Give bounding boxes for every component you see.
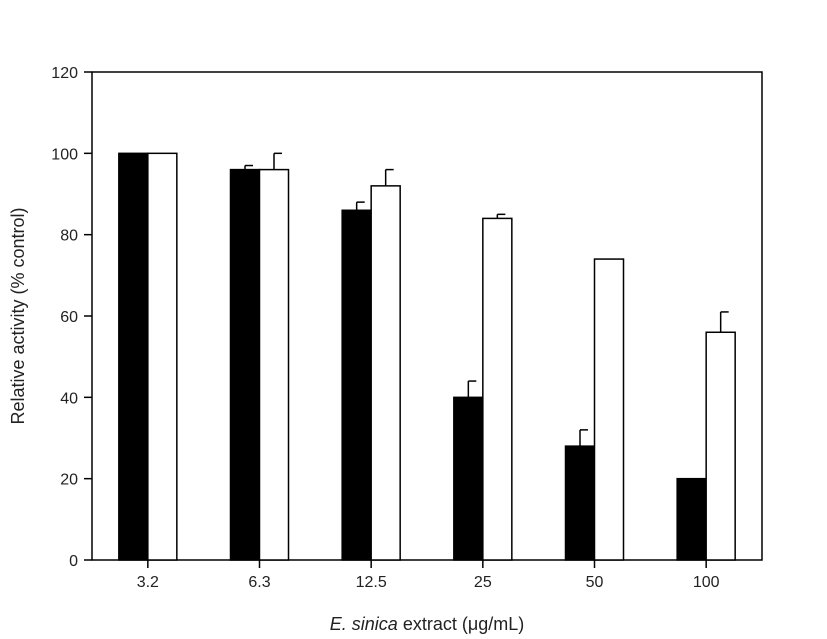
x-tick-label: 6.3 [248, 574, 270, 591]
x-tick-label: 100 [693, 574, 720, 591]
bar-series-1-100 [676, 477, 707, 561]
plot-frame [91, 71, 763, 561]
bar-series-1-12.5 [341, 209, 372, 561]
bar-series-1-50 [564, 445, 596, 561]
y-tick-label: 80 [60, 228, 78, 245]
x-axis-label-italic: E. sinica [330, 614, 398, 634]
y-tick-label: 60 [60, 309, 78, 326]
x-tick-label: 25 [474, 574, 492, 591]
bar-series-2-12.5 [370, 185, 401, 561]
bar-series-1-3.2 [118, 152, 149, 561]
bars [118, 152, 736, 561]
y-axis: 0 20 40 60 80 100 120 [51, 65, 92, 570]
x-tick-label: 50 [586, 574, 604, 591]
y-tick-label: 100 [51, 146, 78, 163]
y-tick-label: 0 [69, 553, 78, 570]
y-axis-label: Relative activity (% control) [8, 207, 28, 424]
x-tick-label: 12.5 [356, 574, 387, 591]
bar-series-1-6.3 [229, 168, 261, 561]
y-tick-label: 20 [60, 472, 78, 489]
x-axis: 3.2 6.3 12.5 25 50 100 [137, 560, 720, 591]
x-axis-label-rest: extract (μg/mL) [398, 614, 524, 634]
bar-series-2-6.3 [258, 168, 290, 561]
x-axis-label: E. sinica extract (μg/mL) [330, 614, 524, 634]
bar-series-2-100 [705, 331, 736, 561]
bar-series-2-50 [593, 258, 625, 561]
bar-series-2-25 [482, 217, 513, 561]
bar-series-2-3.2 [147, 152, 178, 561]
x-tick-label: 3.2 [137, 574, 159, 591]
y-tick-label: 40 [60, 390, 78, 407]
bar-series-1-25 [453, 396, 484, 561]
y-tick-label: 120 [51, 65, 78, 82]
